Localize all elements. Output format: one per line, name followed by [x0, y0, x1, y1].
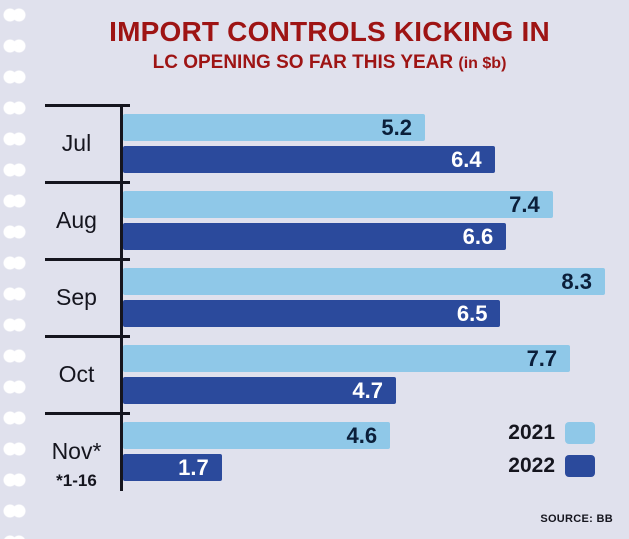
month-group: Jul 5.2 6.4: [30, 103, 629, 182]
bar-value-label: 1.7: [178, 454, 209, 480]
bar-2021: 7.4: [123, 191, 553, 218]
legend: 2021 2022: [508, 421, 595, 478]
bar-2022: 6.4: [123, 146, 495, 173]
legend-label-2022: 2022: [508, 454, 555, 477]
bar-2021: 5.2: [123, 114, 425, 141]
bar-value-label: 8.3: [561, 268, 592, 294]
bar-2021: 4.6: [123, 422, 391, 449]
bar-value-label: 7.4: [509, 191, 540, 217]
legend-item-2022: 2022: [508, 454, 595, 478]
footnote: *1-16: [56, 471, 97, 490]
bar-value-label: 6.6: [462, 223, 494, 249]
legend-label-2021: 2021: [508, 421, 555, 444]
category-label: Aug: [56, 207, 97, 233]
chart-header: IMPORT CONTROLS KICKING IN LC OPENING SO…: [30, 0, 629, 74]
bar-chart: Jul 5.2 6.4 Aug 7.4 6.6 Sep 8.3 6.5 Oct 7.7 4.7 Nov*…: [30, 103, 629, 539]
bar-2022: 1.7: [123, 454, 222, 481]
unit-label: (in $b): [458, 55, 507, 72]
bar-pair: 5.2 6.4: [123, 105, 629, 182]
month-group: Sep 8.3 6.5: [30, 257, 629, 336]
y-axis-line: [120, 105, 123, 491]
bar-value-label: 4.6: [346, 422, 378, 448]
bar-value-label: 5.2: [381, 114, 412, 140]
chart-title: IMPORT CONTROLS KICKING IN: [109, 16, 550, 47]
bar-2022: 6.5: [123, 300, 501, 327]
category-label: Nov*: [51, 438, 102, 464]
source-value: BB: [596, 513, 613, 525]
category-label: Sep: [56, 284, 97, 310]
chart-subtitle: LC OPENING SO FAR THIS YEAR (in $b): [30, 52, 629, 74]
bar-pair: 7.7 4.7: [123, 336, 629, 413]
bar-pair: 7.4 6.6: [123, 182, 629, 259]
bar-value-label: 6.4: [451, 146, 482, 172]
bar-value-label: 4.7: [352, 377, 383, 403]
source-label: SOURCE:: [540, 513, 594, 525]
category-label: Oct: [58, 361, 95, 387]
bar-value-label: 7.7: [526, 345, 558, 371]
source-credit: SOURCE: BB: [540, 513, 613, 525]
legend-swatch-2021: [565, 422, 595, 444]
month-group: Nov* 4.6 1.7: [30, 411, 629, 490]
chart-content: IMPORT CONTROLS KICKING IN LC OPENING SO…: [30, 0, 629, 539]
legend-item-2021: 2021: [508, 421, 595, 445]
category-label: Jul: [61, 130, 92, 156]
bar-2021: 8.3: [123, 268, 605, 295]
bar-value-label: 6.5: [456, 300, 488, 326]
bar-2021: 7.7: [123, 345, 571, 372]
bar-2022: 6.6: [123, 223, 507, 250]
month-group: Oct 7.7 4.7: [30, 334, 629, 413]
bar-2022: 4.7: [123, 377, 396, 404]
month-group: Aug 7.4 6.6: [30, 180, 629, 259]
subtitle-text: LC OPENING SO FAR THIS YEAR: [152, 52, 454, 73]
bar-pair: 4.6 1.7: [123, 413, 629, 490]
legend-swatch-2022: [565, 455, 595, 477]
bar-pair: 8.3 6.5: [123, 259, 629, 336]
bar-groups: Jul 5.2 6.4 Aug 7.4 6.6 Sep 8.3 6.5 Oct 7.7 4.7 Nov*…: [30, 103, 629, 490]
decorative-edge: [0, 0, 30, 539]
